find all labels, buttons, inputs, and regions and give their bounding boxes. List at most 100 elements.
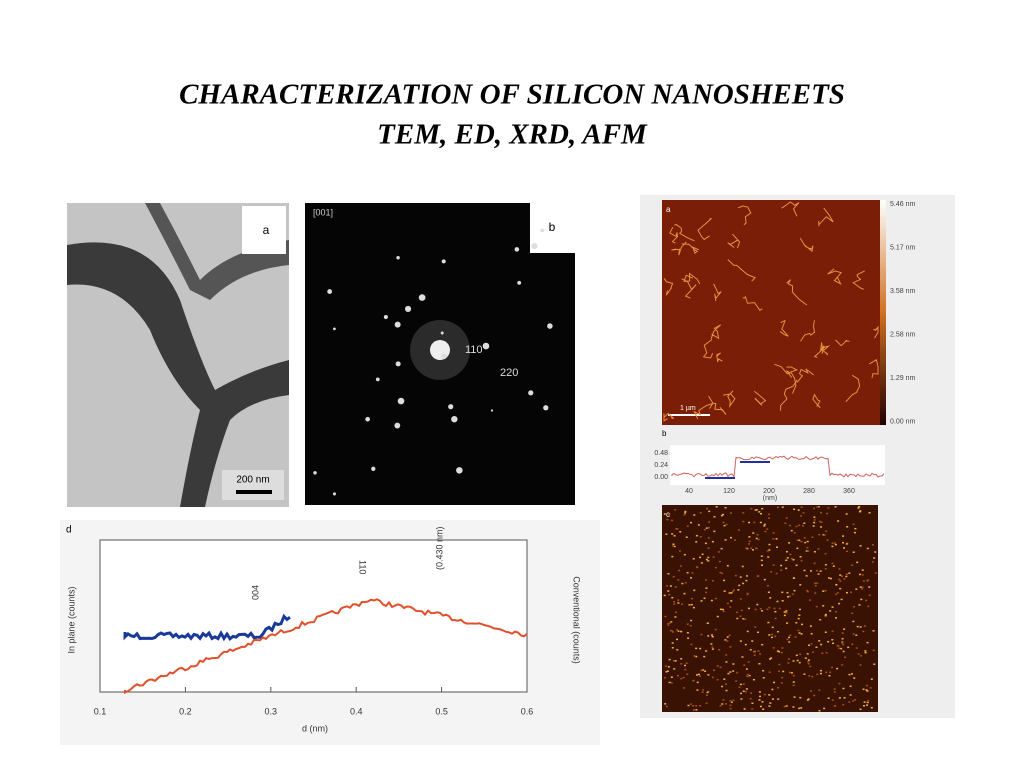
afm-grain xyxy=(844,656,847,659)
afm-grain xyxy=(767,621,770,624)
afm-grain xyxy=(707,635,710,637)
afm-grain xyxy=(820,511,823,514)
afm-grain xyxy=(873,663,876,665)
afm-grain xyxy=(791,593,794,595)
afm-grain xyxy=(756,533,759,536)
afm-grain xyxy=(777,698,780,700)
afm-grain xyxy=(725,703,728,705)
afm-grain xyxy=(739,692,742,695)
afm-grain xyxy=(677,630,680,632)
afm-grain xyxy=(772,538,775,540)
scale-bar xyxy=(236,490,272,494)
afm-grain xyxy=(729,646,732,648)
ed-spot xyxy=(543,405,549,411)
ed-spot xyxy=(394,321,401,328)
afm-grain xyxy=(866,684,869,687)
spot-label: 110 xyxy=(465,344,483,356)
afm-grain xyxy=(862,688,865,691)
ed-spot xyxy=(383,314,388,320)
afm-grain xyxy=(831,562,834,565)
afm-grain xyxy=(841,642,844,644)
afm-grain xyxy=(692,606,695,609)
afm-grain xyxy=(824,589,827,592)
afm-grain xyxy=(818,640,821,642)
afm-grain xyxy=(788,542,791,544)
afm-grain xyxy=(805,550,808,552)
afm-grain xyxy=(702,689,705,691)
afm-grain xyxy=(834,506,837,508)
x-tick-label: 0.2 xyxy=(179,706,192,716)
afm-grain xyxy=(809,665,812,668)
afm-grain xyxy=(783,705,786,708)
afm-grain xyxy=(868,594,871,597)
afm-grain xyxy=(863,625,866,627)
afm-grain xyxy=(770,636,773,639)
afm-grain xyxy=(722,610,725,613)
afm-grain xyxy=(848,701,851,703)
afm-grain xyxy=(783,611,786,613)
afm-grain xyxy=(835,593,838,596)
afm-grain xyxy=(856,625,859,628)
afm-figure: a 1 µm b (nm) c 5.46 nm 5.17 nm 3.58 nm 2.5… xyxy=(640,195,955,718)
afm-grain xyxy=(776,600,779,603)
afm-grain xyxy=(792,577,795,579)
afm-grain xyxy=(711,648,714,650)
afm-grain xyxy=(806,546,809,549)
afm-grain xyxy=(732,699,735,702)
afm-grain xyxy=(758,695,761,698)
afm-grain xyxy=(815,646,818,648)
afm-grain xyxy=(851,643,854,646)
afm-grain xyxy=(838,682,841,685)
afm-grain xyxy=(690,521,693,524)
afm-grain xyxy=(739,640,742,642)
afm-grain xyxy=(748,540,751,543)
ed-spot xyxy=(418,294,426,301)
afm-grain xyxy=(852,523,855,526)
afm-grain xyxy=(761,507,764,510)
afm-grain xyxy=(699,556,702,559)
afm-grain xyxy=(723,579,726,582)
afm-grain xyxy=(700,633,703,636)
afm-grain xyxy=(819,672,822,675)
afm-grain xyxy=(810,643,813,645)
afm-grain xyxy=(705,579,708,581)
afm-grain xyxy=(697,673,700,676)
afm-image-c xyxy=(662,505,878,712)
afm-grain xyxy=(840,598,843,601)
tem-grid xyxy=(67,242,289,507)
afm-grain xyxy=(695,541,698,543)
afm-grain xyxy=(861,574,864,576)
afm-grain xyxy=(845,513,848,515)
afm-grain xyxy=(699,704,702,707)
afm-grain xyxy=(724,539,727,541)
afm-grain xyxy=(758,691,761,693)
afm-grain xyxy=(817,573,820,575)
afm-grain xyxy=(824,615,827,617)
ed-spot xyxy=(490,409,494,412)
afm-grain xyxy=(715,506,718,508)
afm-grain xyxy=(863,705,866,707)
afm-grain xyxy=(684,512,687,514)
afm-grain xyxy=(845,591,848,594)
plot-frame xyxy=(99,539,528,693)
afm-grain xyxy=(859,708,862,711)
afm-grain xyxy=(852,620,855,623)
afm-grain xyxy=(827,697,830,699)
afm-grain xyxy=(862,630,865,633)
profile-x-tick: 200 xyxy=(763,488,775,495)
afm-grain xyxy=(793,532,796,534)
afm-grain xyxy=(795,525,798,528)
afm-grain xyxy=(663,594,666,597)
afm-grain xyxy=(725,523,728,526)
afm-grain xyxy=(750,692,753,694)
afm-grain xyxy=(853,531,856,534)
afm-grain xyxy=(824,564,827,566)
afm-grain xyxy=(711,579,714,582)
afm-grain xyxy=(780,651,783,654)
x-axis-label: d (nm) xyxy=(302,723,328,733)
afm-grain xyxy=(823,707,826,710)
afm-grain xyxy=(793,589,796,592)
afm-grain xyxy=(766,528,769,530)
afm-grain xyxy=(732,663,735,665)
afm-grain xyxy=(757,575,760,577)
